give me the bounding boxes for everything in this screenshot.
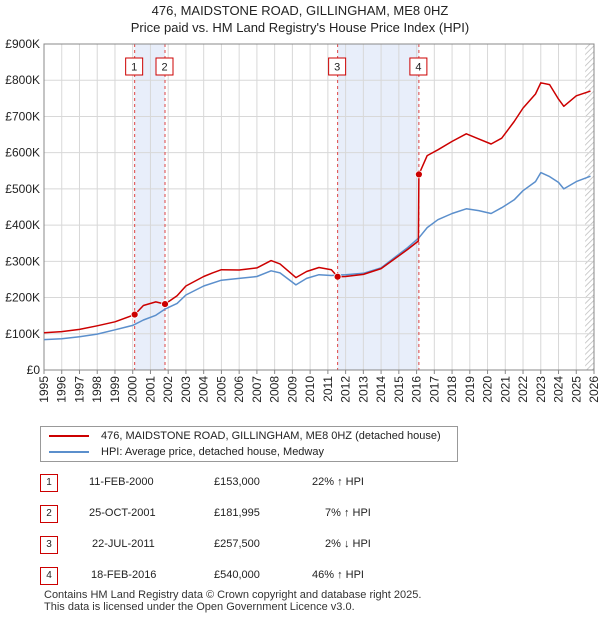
property-price-line — [43, 82, 591, 334]
sale-row: 2 25-OCT-2001 £181,995 7% ↑ HPI — [40, 505, 440, 525]
sale-price: £181,995 — [214, 507, 260, 519]
x-tick-label: 2025 — [569, 376, 583, 403]
y-tick-label: £500K — [5, 182, 40, 196]
plot-area — [44, 44, 594, 370]
x-tick-label: 2021 — [498, 376, 512, 403]
sale-number-box — [155, 57, 174, 76]
x-tick-label: 2020 — [481, 376, 495, 403]
x-tick-label: 2026 — [587, 376, 600, 403]
x-tick-label: 2009 — [285, 376, 299, 403]
sale-badge: 2 — [40, 505, 58, 523]
x-tick-label: 2007 — [250, 376, 264, 403]
footer-licence: This data is licensed under the Open Gov… — [44, 601, 355, 613]
x-tick-label: 1998 — [90, 376, 104, 403]
chart-subtitle: Price paid vs. HM Land Registry's House … — [130, 20, 470, 35]
x-tick-label: 2004 — [197, 376, 211, 403]
shaded-range — [134, 44, 165, 370]
sale-point — [414, 170, 423, 179]
x-tick-label: 2016 — [410, 376, 424, 403]
sale-date: 22-JUL-2011 — [92, 538, 155, 550]
x-tick-label: 2001 — [143, 376, 157, 403]
legend-blue-line — [49, 451, 89, 453]
sale-point — [333, 272, 342, 281]
y-tick-label: £800K — [5, 73, 40, 87]
shaded-range — [337, 44, 419, 370]
sale-row: 4 18-FEB-2016 £540,000 46% ↑ HPI — [40, 567, 440, 587]
y-tick-label: £300K — [5, 254, 40, 268]
sale-row: 3 22-JUL-2011 £257,500 2% ↓ HPI — [40, 536, 440, 556]
x-tick-label: 1995 — [37, 376, 51, 403]
legend: 476, MAIDSTONE ROAD, GILLINGHAM, ME8 0HZ… — [40, 426, 458, 462]
footer: Contains HM Land Registry data © Crown c… — [44, 589, 421, 613]
y-tick-label: £900K — [5, 37, 40, 51]
x-tick-label: 2019 — [463, 376, 477, 403]
y-tick-label: £400K — [5, 218, 40, 232]
price-chart: £0 £100K £200K £300K £400K £500K £600K £700K £80… — [5, 37, 600, 403]
y-tick-label: £0 — [27, 363, 41, 377]
plot-frame — [43, 43, 595, 371]
sale-price: £153,000 — [214, 476, 260, 488]
sale-hpi: 7% ↑ HPI — [325, 507, 371, 519]
y-tick-label: £100K — [5, 327, 40, 341]
sale-number-box — [328, 57, 347, 76]
x-tick-label: 2010 — [303, 376, 317, 403]
footer-copyright: Contains HM Land Registry data © Crown c… — [44, 589, 422, 601]
sale-number-box — [409, 57, 428, 76]
y-tick-label: £600K — [5, 146, 40, 160]
legend-red-label: 476, MAIDSTONE ROAD, GILLINGHAM, ME8 0HZ… — [101, 430, 441, 442]
sale-number-label: 2 — [161, 62, 167, 74]
y-tick-label: £200K — [5, 291, 40, 305]
x-tick-label: 2003 — [179, 376, 193, 403]
legend-blue-label: HPI: Average price, detached house, Medw… — [101, 446, 324, 458]
x-tick-label: 2015 — [392, 376, 406, 403]
sale-date: 18-FEB-2016 — [91, 569, 157, 581]
sale-point — [161, 300, 169, 308]
legend-item-hpi: HPI: Average price, detached house, Medw… — [49, 444, 324, 460]
x-tick-label: 1996 — [55, 376, 69, 403]
sale-hpi: 46% ↑ HPI — [312, 569, 364, 581]
x-tick-label: 2013 — [356, 376, 370, 403]
sale-badge: 4 — [40, 567, 58, 585]
x-tick-label: 2018 — [445, 376, 459, 403]
x-tick-label: 2002 — [161, 376, 175, 403]
x-tick-label: 2006 — [232, 376, 246, 403]
x-tick-label: 1999 — [108, 376, 122, 403]
x-tick-label: 2000 — [126, 376, 140, 403]
legend-item-property: 476, MAIDSTONE ROAD, GILLINGHAM, ME8 0HZ… — [49, 428, 441, 444]
legend-red-line — [49, 435, 89, 437]
sale-badge: 3 — [40, 536, 58, 554]
forecast-hatch — [585, 44, 594, 370]
x-tick-label: 2012 — [339, 376, 353, 403]
chart-title: 476, MAIDSTONE ROAD, GILLINGHAM, ME8 0HZ — [151, 3, 449, 18]
x-tick-label: 2005 — [214, 376, 228, 403]
x-tick-label: 2014 — [374, 376, 388, 403]
y-tick-label: £700K — [5, 109, 40, 123]
x-tick-label: 2022 — [516, 376, 530, 403]
x-tick-label: 2008 — [268, 376, 282, 403]
sale-number-label: 4 — [415, 62, 421, 74]
sale-date: 25-OCT-2001 — [89, 507, 156, 519]
sale-number-box — [125, 57, 144, 76]
sale-number-label: 1 — [131, 62, 137, 74]
x-tick-label: 2017 — [427, 376, 441, 403]
sale-price: £257,500 — [214, 538, 260, 550]
sale-row: 1 11-FEB-2000 £153,000 22% ↑ HPI — [40, 474, 440, 494]
sale-point — [130, 310, 139, 319]
sale-number-label: 3 — [334, 62, 340, 74]
hpi-line — [43, 171, 591, 341]
x-tick-label: 1997 — [72, 376, 86, 403]
x-tick-label: 2011 — [321, 376, 335, 402]
x-tick-label: 2024 — [552, 376, 566, 403]
sale-date: 11-FEB-2000 — [89, 476, 154, 488]
sale-badge: 1 — [40, 474, 58, 492]
x-tick-label: 2023 — [534, 376, 548, 403]
sale-hpi: 22% ↑ HPI — [312, 476, 364, 488]
sale-hpi: 2% ↓ HPI — [325, 538, 371, 550]
sale-price: £540,000 — [214, 569, 260, 581]
